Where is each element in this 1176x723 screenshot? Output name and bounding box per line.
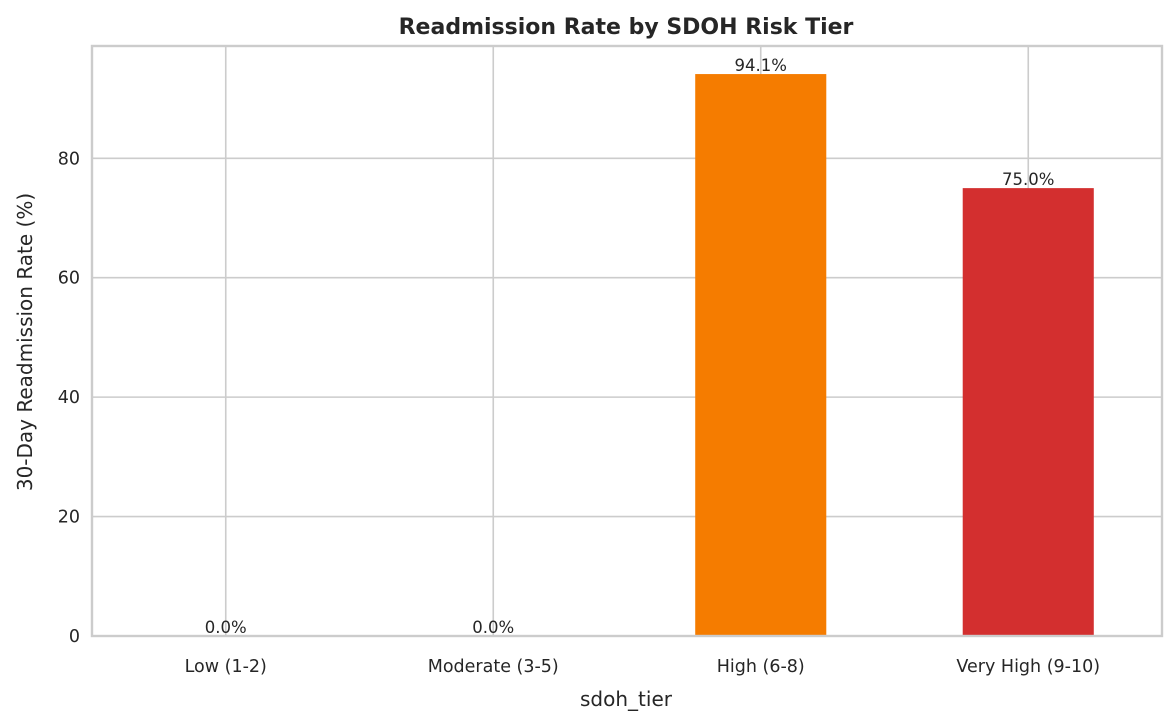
x-tick-label: High (6-8) [717, 657, 805, 677]
y-tick-label: 80 [58, 149, 80, 169]
x-tick-label: Low (1-2) [185, 657, 267, 677]
data-labels: 0.0% 0.0% 94.1% 75.0% [205, 56, 1055, 637]
bar [962, 188, 1094, 637]
y-axis-label: 30-Day Readmission Rate (%) [13, 193, 37, 491]
x-tick-label: Very High (9-10) [956, 657, 1100, 677]
x-tick-label: Moderate (3-5) [428, 657, 559, 677]
x-axis-label: sdoh_tier [580, 687, 673, 711]
bar-value-label: 94.1% [735, 56, 787, 75]
y-tick-label: 60 [58, 269, 80, 289]
chart-title: Readmission Rate by SDOH Risk Tier [399, 15, 854, 40]
bar-value-label: 0.0% [205, 618, 247, 637]
bar-value-label: 75.0% [1002, 170, 1054, 189]
bars [695, 74, 1094, 637]
bar [695, 74, 827, 637]
y-tick-label: 0 [69, 627, 80, 647]
y-tick-labels: 0 20 40 60 80 [58, 149, 80, 647]
x-tick-labels: Low (1-2) Moderate (3-5) High (6-8) Very Hi… [185, 657, 1100, 677]
bar-value-label: 0.0% [472, 618, 514, 637]
y-tick-label: 40 [58, 388, 80, 408]
plot-frame [90, 44, 1164, 638]
y-tick-label: 20 [58, 508, 80, 528]
